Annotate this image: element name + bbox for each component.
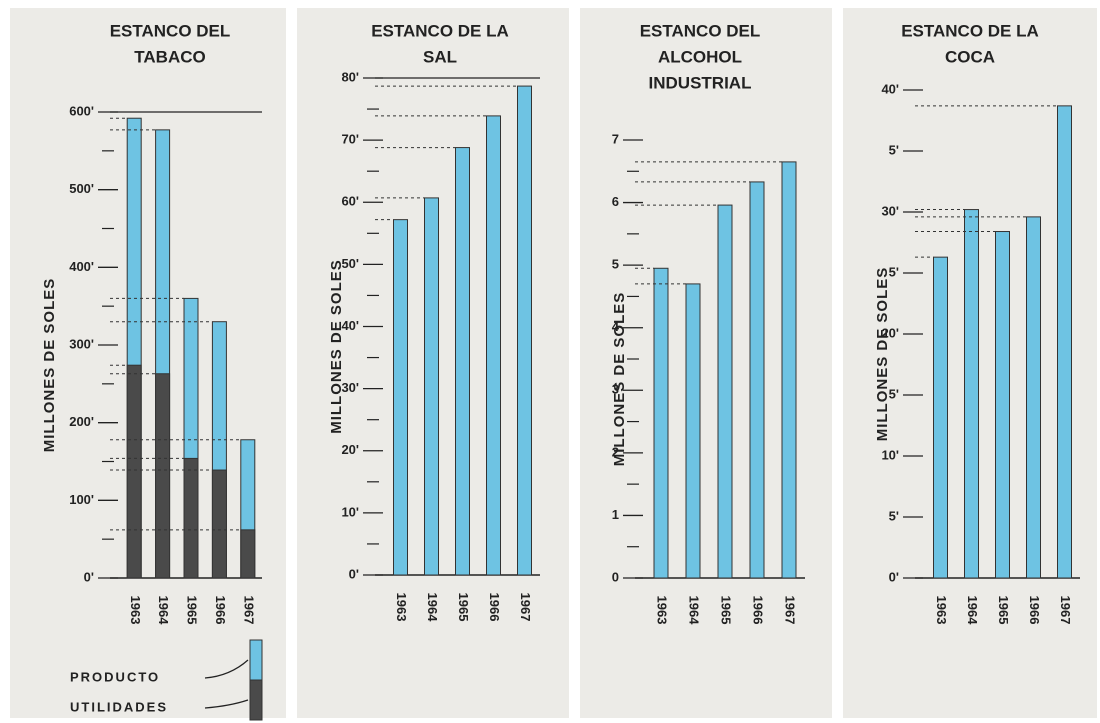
y-tick-label: 20': [341, 442, 359, 457]
y-tick-label: 5': [889, 264, 899, 279]
x-tick-label: 1965: [185, 596, 200, 625]
chart-title: ESTANCO DE LA: [371, 21, 509, 40]
legend-arrow: [204, 659, 249, 679]
bar: [424, 197, 439, 576]
x-tick-label: 1964: [425, 593, 440, 623]
chart-title: INDUSTRIAL: [649, 73, 752, 92]
x-tick-label: 1965: [719, 596, 734, 625]
chart-title: COCA: [945, 47, 995, 66]
x-tick-label: 1963: [934, 596, 949, 625]
y-tick-label: 5: [612, 257, 619, 272]
x-tick-label: 1965: [996, 596, 1011, 625]
bar: [1057, 105, 1072, 579]
chart-title: ESTANCO DEL: [110, 21, 231, 40]
x-tick-label: 1964: [156, 596, 171, 626]
x-tick-label: 1964: [687, 596, 702, 626]
bar: [995, 231, 1010, 579]
chart-title: ESTANCO DE LA: [901, 21, 1039, 40]
x-tick-label: 1966: [1027, 596, 1042, 625]
y-tick-label: 5': [889, 508, 899, 523]
y-tick-label: 5': [889, 142, 899, 157]
y-tick-label: 6: [612, 194, 619, 209]
bar: [964, 209, 979, 579]
x-tick-label: 1967: [518, 593, 533, 622]
x-tick-label: 1963: [128, 596, 143, 625]
y-tick-label: 60': [341, 194, 359, 209]
y-tick-label: 4: [612, 319, 620, 334]
x-tick-label: 1967: [1058, 596, 1073, 625]
x-tick-label: 1963: [394, 593, 409, 622]
y-tick-label: 0': [349, 566, 359, 581]
y-tick-label: 7: [612, 131, 619, 146]
bar: [211, 469, 227, 579]
y-tick-label: 100': [69, 492, 94, 507]
y-axis-label: MILLONES DE SOLES: [328, 259, 345, 434]
bar: [126, 364, 142, 579]
y-tick-label: 5': [889, 386, 899, 401]
y-tick-label: 70': [341, 132, 359, 147]
bar: [183, 457, 199, 579]
x-tick-label: 1967: [783, 596, 798, 625]
y-tick-label: 300': [69, 336, 94, 351]
y-tick-label: 0: [612, 569, 619, 584]
bar: [685, 283, 701, 579]
legend-label: UTILIDADES: [70, 699, 168, 714]
bar: [455, 147, 470, 576]
chart-title: ALCOHOL: [658, 47, 742, 66]
legend-arrow: [204, 699, 249, 709]
bar: [781, 161, 797, 579]
y-tick-label: 600': [69, 103, 94, 118]
y-tick-label: 40': [341, 318, 359, 333]
y-tick-label: 20': [881, 325, 899, 340]
bar: [1026, 216, 1041, 579]
y-tick-label: 3: [612, 382, 619, 397]
y-tick-label: 30': [881, 203, 899, 218]
y-axis-label: MILLONES DE SOLES: [41, 278, 58, 453]
bar: [933, 256, 948, 579]
y-tick-label: 500': [69, 181, 94, 196]
y-axis-label: MILLONES DE SOLES: [611, 292, 628, 467]
x-tick-label: 1966: [213, 596, 228, 625]
y-tick-label: 200': [69, 414, 94, 429]
bar: [653, 267, 669, 579]
bar: [717, 204, 733, 579]
y-tick-label: 10': [881, 447, 899, 462]
x-tick-label: 1967: [241, 596, 256, 625]
y-axis-label: MILLONES DE SOLES: [874, 267, 891, 442]
y-tick-label: 30': [341, 380, 359, 395]
y-tick-label: 2: [612, 444, 619, 459]
y-tick-label: 400': [69, 259, 94, 274]
y-tick-label: 0': [84, 569, 94, 584]
panel: [10, 8, 286, 718]
y-tick-label: 40': [881, 81, 899, 96]
bar: [486, 115, 501, 576]
bar: [749, 181, 765, 579]
chart-title: ESTANCO DEL: [640, 21, 761, 40]
y-tick-label: 10': [341, 504, 359, 519]
y-tick-label: 1: [612, 507, 619, 522]
y-tick-label: 50': [341, 256, 359, 271]
legend-swatch: [249, 639, 263, 681]
chart-title: TABACO: [134, 47, 205, 66]
x-tick-label: 1966: [751, 596, 766, 625]
x-tick-label: 1963: [655, 596, 670, 625]
legend-swatch: [249, 679, 263, 721]
bar: [155, 373, 171, 579]
legend-label: PRODUCTO: [70, 669, 160, 684]
x-tick-label: 1964: [965, 596, 980, 626]
y-tick-label: 80': [341, 69, 359, 84]
bar: [393, 219, 408, 576]
bar: [240, 529, 256, 579]
x-tick-label: 1965: [456, 593, 471, 622]
x-tick-label: 1966: [487, 593, 502, 622]
chart-title: SAL: [423, 47, 457, 66]
y-tick-label: 0': [889, 569, 899, 584]
bar: [517, 85, 532, 576]
